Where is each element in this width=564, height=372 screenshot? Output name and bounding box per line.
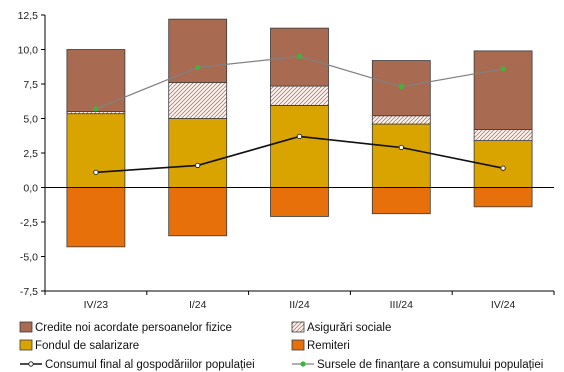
- bar-segment: [270, 104, 329, 188]
- series-point: [93, 169, 99, 175]
- legend-swatch: [19, 321, 33, 333]
- series-point: [398, 144, 404, 151]
- y-tick-label: 0,0: [23, 183, 38, 195]
- bar-segment: [66, 49, 126, 112]
- bar-segment: [473, 129, 533, 141]
- legend-label: Credite noi acordate persoanelor fizice: [35, 322, 232, 334]
- legend-swatch-marker: [300, 361, 306, 367]
- x-tick-label: IV/24: [491, 299, 516, 311]
- series-point: [296, 53, 303, 60]
- axes-layer: -7,5 -5,0 -2,5 0,0 2,5 5,0 7,5 10,0 12,5 IV/23 I/2…: [18, 10, 555, 311]
- legend-swatch: [19, 339, 33, 351]
- series-point: [500, 66, 506, 72]
- y-tick-label: 5,0: [23, 114, 38, 126]
- legend-swatch: [291, 321, 305, 333]
- legend: Credite noi acordate persoanelor fizice A…: [19, 321, 543, 371]
- bar-segment: [371, 123, 431, 188]
- bar-segment: [168, 82, 228, 119]
- bar-segment: [168, 18, 228, 84]
- legend-label: Remiteri: [307, 340, 350, 352]
- series-point: [195, 162, 201, 169]
- legend-label: Sursele de finanțare a consumului popula…: [317, 359, 543, 371]
- series-point: [296, 133, 303, 140]
- bars-layer: [45, 18, 554, 248]
- bar-segment: [473, 50, 533, 130]
- bar-segment: [66, 113, 126, 188]
- bar-segment: [270, 187, 329, 217]
- series-point: [500, 165, 506, 171]
- series-point: [195, 64, 201, 71]
- bar-segment: [168, 187, 228, 237]
- bar-segment: [270, 85, 329, 106]
- y-tick-label: -5,0: [20, 252, 38, 264]
- bar-segment: [371, 115, 431, 125]
- legend-swatch: [291, 339, 305, 351]
- y-tick-label: 10,0: [18, 45, 39, 57]
- x-tick-label: III/24: [390, 299, 414, 311]
- x-tick-label: II/24: [289, 299, 310, 311]
- x-tick-label: IV/23: [84, 299, 109, 311]
- legend-label: Consumul final al gospodăriilor populați…: [45, 359, 255, 371]
- legend-label: Fondul de salarizare: [35, 340, 139, 352]
- y-tick-label: 12,5: [18, 10, 39, 22]
- series-point: [93, 106, 99, 112]
- bar-segment: [371, 187, 431, 215]
- y-tick-label: 7,5: [23, 79, 38, 91]
- y-tick-label: -2,5: [20, 217, 38, 229]
- series-point: [398, 84, 404, 90]
- legend-swatch-marker: [28, 361, 34, 367]
- y-tick-label: 2,5: [23, 148, 38, 160]
- x-tick-label: I/24: [189, 299, 207, 311]
- y-tick-label: -7,5: [20, 286, 38, 298]
- lines-layer: [93, 53, 506, 175]
- bar-segment: [168, 118, 228, 188]
- legend-label: Asigurări sociale: [307, 322, 391, 334]
- bar-segment: [66, 187, 126, 248]
- bar-segment: [473, 187, 533, 208]
